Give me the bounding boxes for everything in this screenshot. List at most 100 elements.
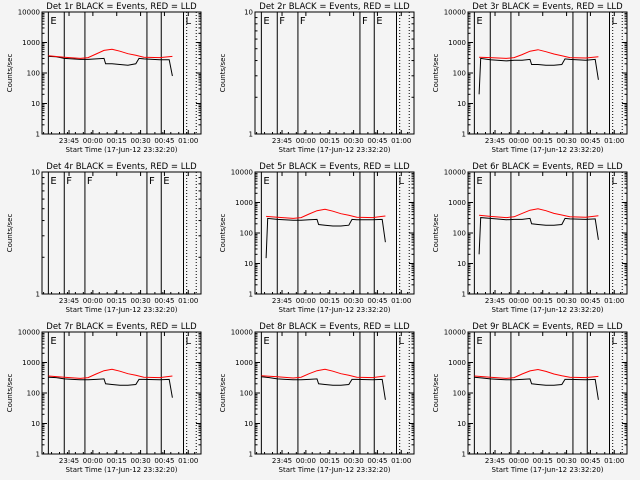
chart-title: Det 2r BLACK = Events, RED = LLD [259,2,410,12]
x-tick-label: 00:00 [296,457,316,465]
interval-flag: F [87,176,93,187]
y-tick-label: 10000 [18,329,40,337]
y-tick-label: 100 [240,390,253,398]
x-tick-label: 00:30 [556,297,576,305]
y-tick-label: 100 [27,70,40,78]
y-tick-label: 10000 [444,329,466,337]
y-tick-label: 1 [36,131,40,139]
interval-flag: F [149,176,155,187]
interval-flag: E [50,176,56,187]
y-axis-label: Counts/sec [219,374,227,413]
y-tick-label: 1000 [235,359,253,367]
x-tick-label: 00:30 [556,457,576,465]
interval-flag: E [376,16,382,27]
y-tick-label: 1 [462,131,466,139]
chart-title: Det 6r BLACK = Events, RED = LLD [472,162,623,172]
x-tick-label: 00:30 [556,137,576,145]
interval-flag: E [263,176,269,187]
y-tick-label: 10000 [18,9,40,17]
x-tick-label: 00:00 [296,137,316,145]
y-tick-label: 10 [244,260,253,268]
x-tick-label: 01:00 [391,457,411,465]
x-tick-label: 00:15 [107,137,127,145]
x-tick-label: 00:30 [343,137,363,145]
x-tick-label: 23:45 [485,457,505,465]
interval-flag: F [362,16,368,27]
y-tick-label: 1 [462,451,466,459]
x-tick-label: 00:15 [320,457,340,465]
y-axis-label: Counts/sec [219,214,227,253]
y-tick-label: 10 [244,9,253,17]
y-tick-label: 10000 [444,169,466,177]
y-axis-label: Counts/sec [6,374,14,413]
interval-flag: L [612,336,618,347]
y-axis-label: Counts/sec [219,54,227,93]
x-axis-label: Start Time (17-Jun-12 23:32:20) [492,306,604,314]
y-axis-label: Counts/sec [6,54,14,93]
x-tick-label: 00:45 [154,297,174,305]
lld-series-line [261,368,386,379]
interval-flag: E [263,336,269,347]
x-tick-label: 01:00 [178,137,198,145]
x-tick-label: 00:45 [367,297,387,305]
plot-frame [41,331,202,455]
x-axis-label: Start Time (17-Jun-12 23:32:20) [66,146,178,154]
plot-frame [467,11,628,135]
x-tick-label: 00:45 [580,137,600,145]
y-tick-label: 10000 [444,9,466,17]
plot-frame [467,171,628,295]
x-tick-label: 00:15 [533,137,553,145]
x-tick-label: 00:15 [107,457,127,465]
x-tick-label: 00:30 [343,457,363,465]
x-tick-label: 00:00 [509,297,529,305]
detector-chart: Det 5r BLACK = Events, RED = LLD 1 10 100 10… [219,162,415,314]
x-tick-label: 23:45 [59,297,79,305]
x-tick-label: 00:45 [154,137,174,145]
x-tick-label: 00:00 [509,137,529,145]
y-tick-label: 10 [31,100,40,108]
y-tick-label: 1 [36,451,40,459]
x-tick-label: 23:45 [272,137,292,145]
y-tick-label: 10000 [231,329,253,337]
interval-flag: L [612,176,618,187]
x-tick-label: 01:00 [604,297,624,305]
lld-series-line [48,368,173,379]
events-series-line [474,376,599,400]
x-axis-label: Start Time (17-Jun-12 23:32:20) [492,466,604,474]
y-tick-label: 10 [457,420,466,428]
x-axis-label: Start Time (17-Jun-12 23:32:20) [279,466,391,474]
plot-frame [254,331,415,455]
y-tick-label: 100 [240,230,253,238]
x-tick-label: 01:00 [391,137,411,145]
detector-chart: Det 3r BLACK = Events, RED = LLD 1 10 100 10… [432,2,628,154]
interval-flag: E [50,336,56,347]
y-axis-label: Counts/sec [432,54,440,93]
x-axis-label: Start Time (17-Jun-12 23:32:20) [279,306,391,314]
interval-flag: F [300,16,306,27]
x-tick-label: 00:45 [580,457,600,465]
y-axis-label: Counts/sec [432,374,440,413]
y-tick-label: 1 [249,291,253,299]
x-tick-label: 00:45 [154,457,174,465]
detector-chart: Det 9r BLACK = Events, RED = LLD 1 10 100 10… [432,322,628,474]
y-tick-label: 100 [453,230,466,238]
interval-flag: E [476,16,482,27]
lld-series-line [48,48,173,59]
x-tick-label: 00:00 [83,297,103,305]
interval-flag: E [476,176,482,187]
y-tick-label: 100 [27,390,40,398]
x-tick-label: 23:45 [59,137,79,145]
x-tick-label: 00:00 [296,297,316,305]
plot-frame [254,11,415,135]
chart-title: Det 1r BLACK = Events, RED = LLD [46,2,197,12]
x-tick-label: 00:15 [533,457,553,465]
plot-frame [254,171,415,295]
interval-flag: L [186,336,192,347]
x-axis-label: Start Time (17-Jun-12 23:32:20) [66,466,178,474]
y-tick-label: 100 [453,70,466,78]
x-tick-label: 01:00 [604,457,624,465]
x-tick-label: 00:45 [367,137,387,145]
chart-title: Det 4r BLACK = Events, RED = LLD [46,162,197,172]
x-tick-label: 00:45 [367,457,387,465]
y-tick-label: 10 [457,260,466,268]
